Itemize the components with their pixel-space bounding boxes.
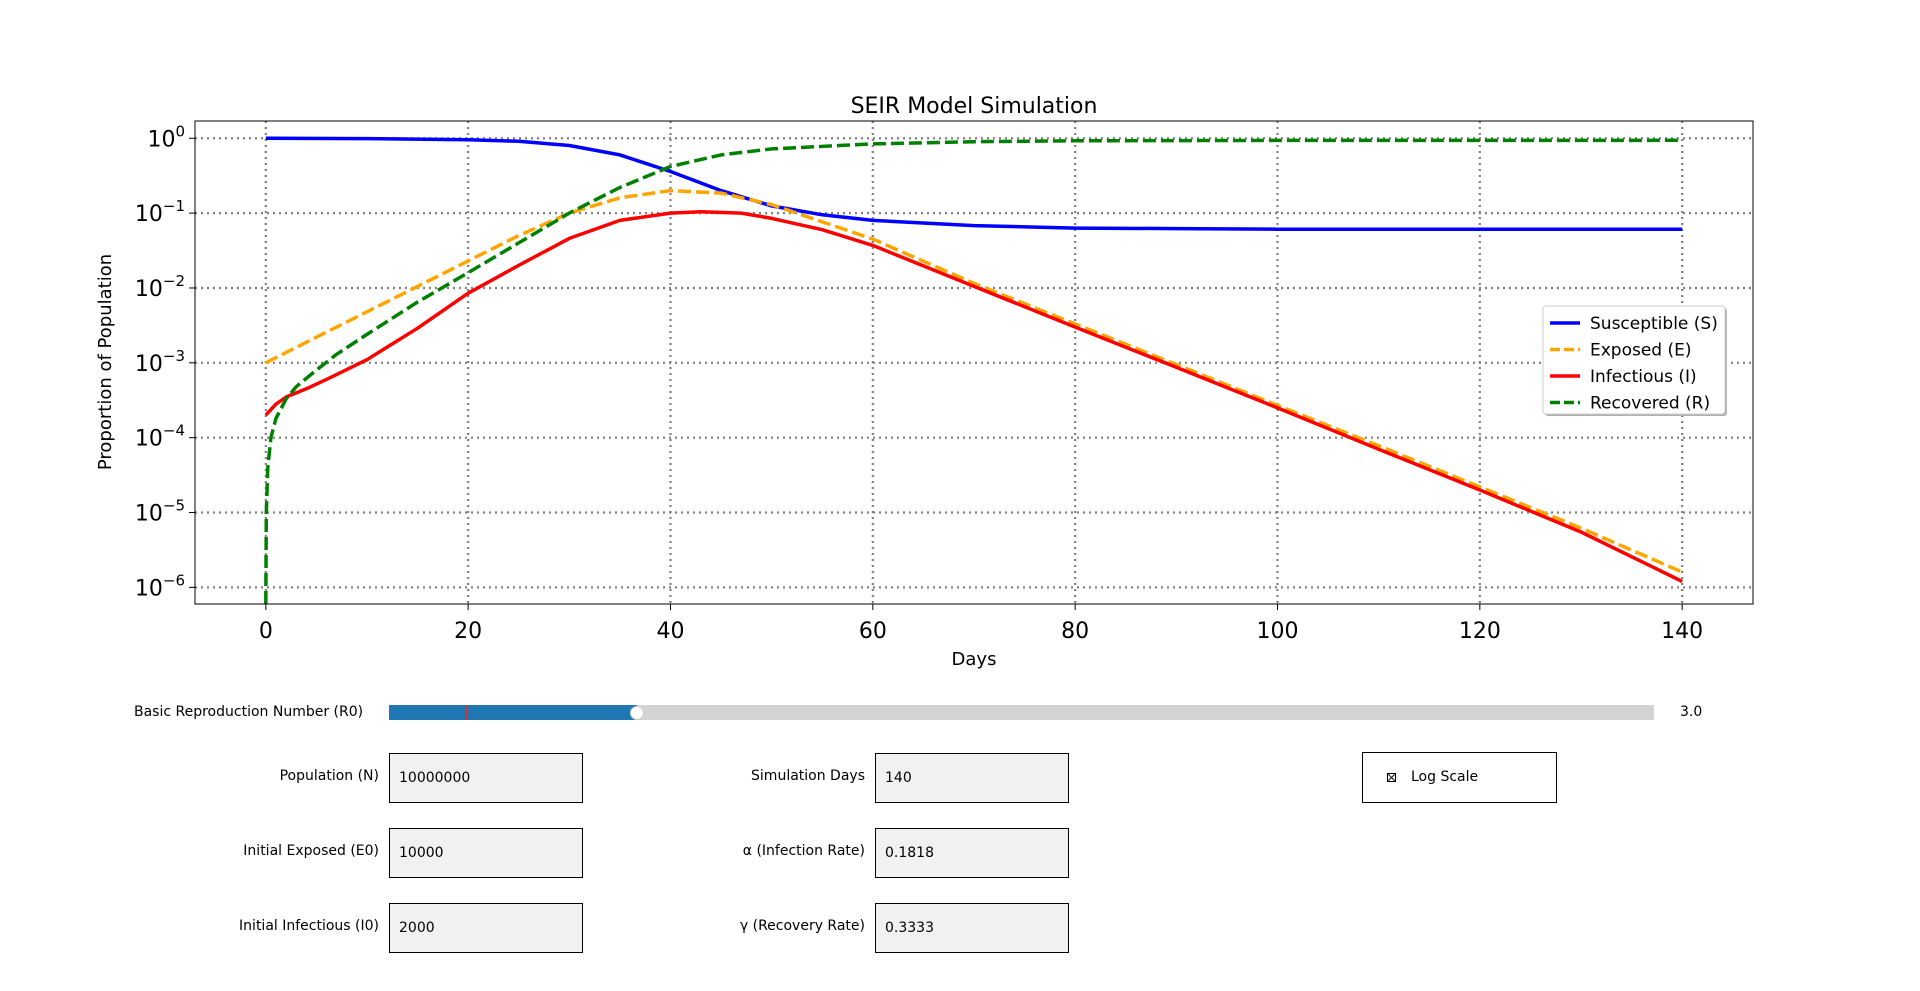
y-axis-label: Proportion of Population [95,254,116,470]
y-tick-label: 10−3 [135,347,185,377]
series-lines [264,136,1683,604]
x-tick-label: 20 [454,619,482,644]
x-tick-label: 60 [859,619,887,644]
r0-slider-handle[interactable] [629,705,644,720]
gamma-input[interactable] [875,903,1069,953]
alpha-input[interactable] [875,828,1069,878]
x-tick-label: 120 [1459,619,1501,644]
population-input[interactable] [389,753,583,803]
y-tick-label: 10−1 [135,197,185,227]
legend: Susceptible (S) Exposed (E) Infectious (I)… [1542,305,1727,416]
simulation-days-label: Simulation Days [751,768,865,784]
x-tick-label: 140 [1661,619,1703,644]
initial-infectious-label: Initial Infectious (I0) [239,918,379,934]
y-tick-label: 10−4 [135,422,185,452]
r0-slider-value: 3.0 [1680,704,1703,720]
series-line-susceptible-s [265,136,1683,231]
r0-slider-initial-marker [464,705,467,720]
series-line-recovered-r [264,138,1683,604]
initial-exposed-label: Initial Exposed (E0) [243,843,379,859]
x-tick-label: 40 [656,619,684,644]
x-tick-label: 100 [1257,619,1299,644]
simulation-days-input[interactable] [875,753,1069,803]
chart-title: SEIR Model Simulation [851,94,1098,119]
x-tick-label: 0 [259,619,273,644]
grid-lines [195,121,1753,604]
series-line-infectious-i [264,210,1683,584]
log-scale-label: Log Scale [1411,769,1479,785]
log-scale-checkbox[interactable]: Log Scale [1362,752,1557,803]
plot-frame [194,120,1754,605]
r0-slider-label: Basic Reproduction Number (R0) [134,704,364,720]
y-tick-label: 10−2 [135,272,185,302]
x-axis-label: Days [952,649,997,670]
y-tick-label: 10−5 [135,497,185,527]
y-tick-label: 10−6 [135,571,185,601]
series-line-exposed-e [265,188,1683,574]
legend-label: Infectious (I) [1590,367,1697,387]
y-tick-label: 100 [147,122,185,152]
r0-slider[interactable] [389,705,1654,720]
population-label: Population (N) [279,768,379,784]
legend-box [1542,305,1726,415]
checked-box-icon [1387,773,1396,782]
tick-marks: 0 20 40 60 80 100 120 140 100 10−1 10−2 10−3 10−4 10−… [135,122,1703,644]
alpha-label: α (Infection Rate) [742,843,865,859]
legend-label: Susceptible (S) [1590,314,1718,334]
x-tick-label: 80 [1061,619,1089,644]
r0-slider-fill [389,705,637,720]
legend-label: Exposed (E) [1590,341,1692,361]
initial-exposed-input[interactable] [389,828,583,878]
initial-infectious-input[interactable] [389,903,583,953]
seir-chart: SEIR Model Simulation 0 20 40 60 80 100 120 140… [95,94,1754,670]
legend-label: Recovered (R) [1590,394,1710,414]
gamma-label: γ (Recovery Rate) [739,918,865,934]
